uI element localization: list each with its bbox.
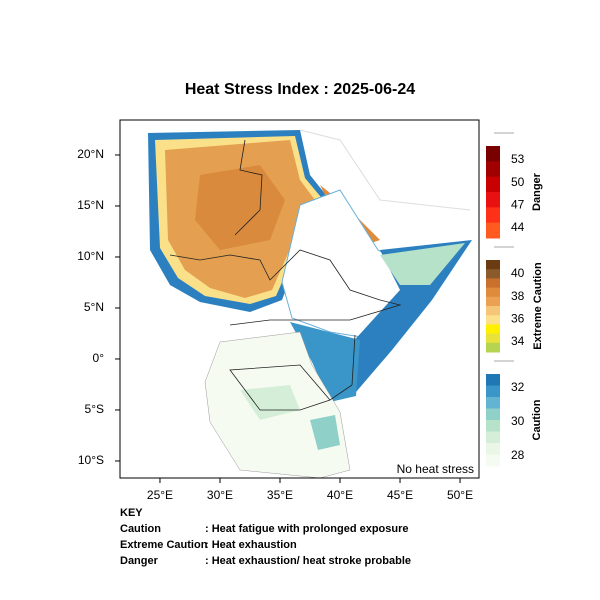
legend-label: 34 <box>511 334 525 348</box>
green-patch <box>310 415 340 450</box>
borders <box>229 334 356 411</box>
title: Heat Stress Index : 2025-06-24 <box>185 81 415 98</box>
lat-tick-label: 15°N <box>77 198 104 212</box>
color-swatch <box>486 420 500 432</box>
color-swatch <box>486 176 500 193</box>
color-swatch <box>486 287 500 298</box>
legend-label: 47 <box>511 198 525 212</box>
lat-tick-label: 10°S <box>78 453 104 467</box>
green-patch <box>240 385 300 420</box>
key-desc: : Heat exhaustion <box>205 539 297 551</box>
key-label: Caution <box>120 523 161 535</box>
legend-label: 44 <box>511 220 525 234</box>
color-swatch <box>486 408 500 421</box>
color-swatch <box>486 374 500 386</box>
color-swatch <box>486 146 500 162</box>
color-swatch <box>486 342 500 353</box>
color-swatch <box>486 222 500 239</box>
key-label: Extreme Caution <box>120 539 208 551</box>
legend-name: Danger <box>531 172 543 211</box>
color-swatch <box>486 397 500 409</box>
color-swatch <box>486 443 500 455</box>
legend-label: 32 <box>511 380 525 394</box>
color-swatch <box>486 278 500 289</box>
map-frame <box>119 119 480 479</box>
color-swatch <box>486 324 500 335</box>
legend-label: 36 <box>511 312 525 326</box>
lon-tick-label: 40°E <box>327 488 353 502</box>
lon-tick-label: 45°E <box>387 488 413 502</box>
color-swatch <box>486 333 500 344</box>
lon-tick-label: 25°E <box>147 488 173 502</box>
legend-name: Extreme Caution <box>532 262 544 350</box>
borders <box>169 249 402 326</box>
color-swatch <box>486 260 500 270</box>
somalia-blue <box>350 240 472 392</box>
color-swatch <box>486 454 500 467</box>
legend-name: Caution <box>531 399 543 440</box>
outside-border <box>299 129 471 211</box>
color-swatch <box>486 161 500 178</box>
lat-tick-label: 0° <box>93 351 105 365</box>
key-desc: : Heat exhaustion/ heat stroke probable <box>205 555 411 567</box>
color-swatch <box>486 269 500 279</box>
legend-label: 28 <box>511 448 525 462</box>
lon-tick-label: 30°E <box>207 488 233 502</box>
dark-orange <box>195 165 285 250</box>
legend-label: 30 <box>511 414 525 428</box>
map: No heat stress <box>119 119 480 479</box>
lat-tick-label: 20°N <box>77 147 104 161</box>
legend-label: 53 <box>511 152 525 166</box>
color-swatch <box>486 296 500 307</box>
somalia-green <box>380 243 465 285</box>
color-swatch <box>486 306 500 316</box>
legend-label: 50 <box>511 175 525 189</box>
key: KEY Caution : Heat fatigue with prolonge… <box>120 507 411 567</box>
annotation: No heat stress <box>397 462 474 476</box>
legend-label: 38 <box>511 289 525 303</box>
key-label: Danger <box>120 555 159 567</box>
color-swatch <box>486 385 500 398</box>
borders <box>234 139 263 236</box>
legend-label: 40 <box>511 266 525 280</box>
key-desc: : Heat fatigue with prolonged exposure <box>205 523 409 535</box>
legend: 53 50 47 44 Danger 40 38 36 34 Extreme Caution 32 3… <box>486 132 544 467</box>
color-swatch <box>486 207 500 224</box>
lat-tick-label: 5°S <box>85 402 104 416</box>
key-title: KEY <box>120 507 143 519</box>
color-swatch <box>486 431 500 444</box>
kenya-blue <box>290 322 360 402</box>
lat-tick-label: 5°N <box>84 300 104 314</box>
lat-tick-label: 10°N <box>77 249 104 263</box>
lon-tick-label: 50°E <box>447 488 473 502</box>
color-swatch <box>486 315 500 325</box>
color-swatch <box>486 192 500 208</box>
lon-tick-label: 35°E <box>267 488 293 502</box>
